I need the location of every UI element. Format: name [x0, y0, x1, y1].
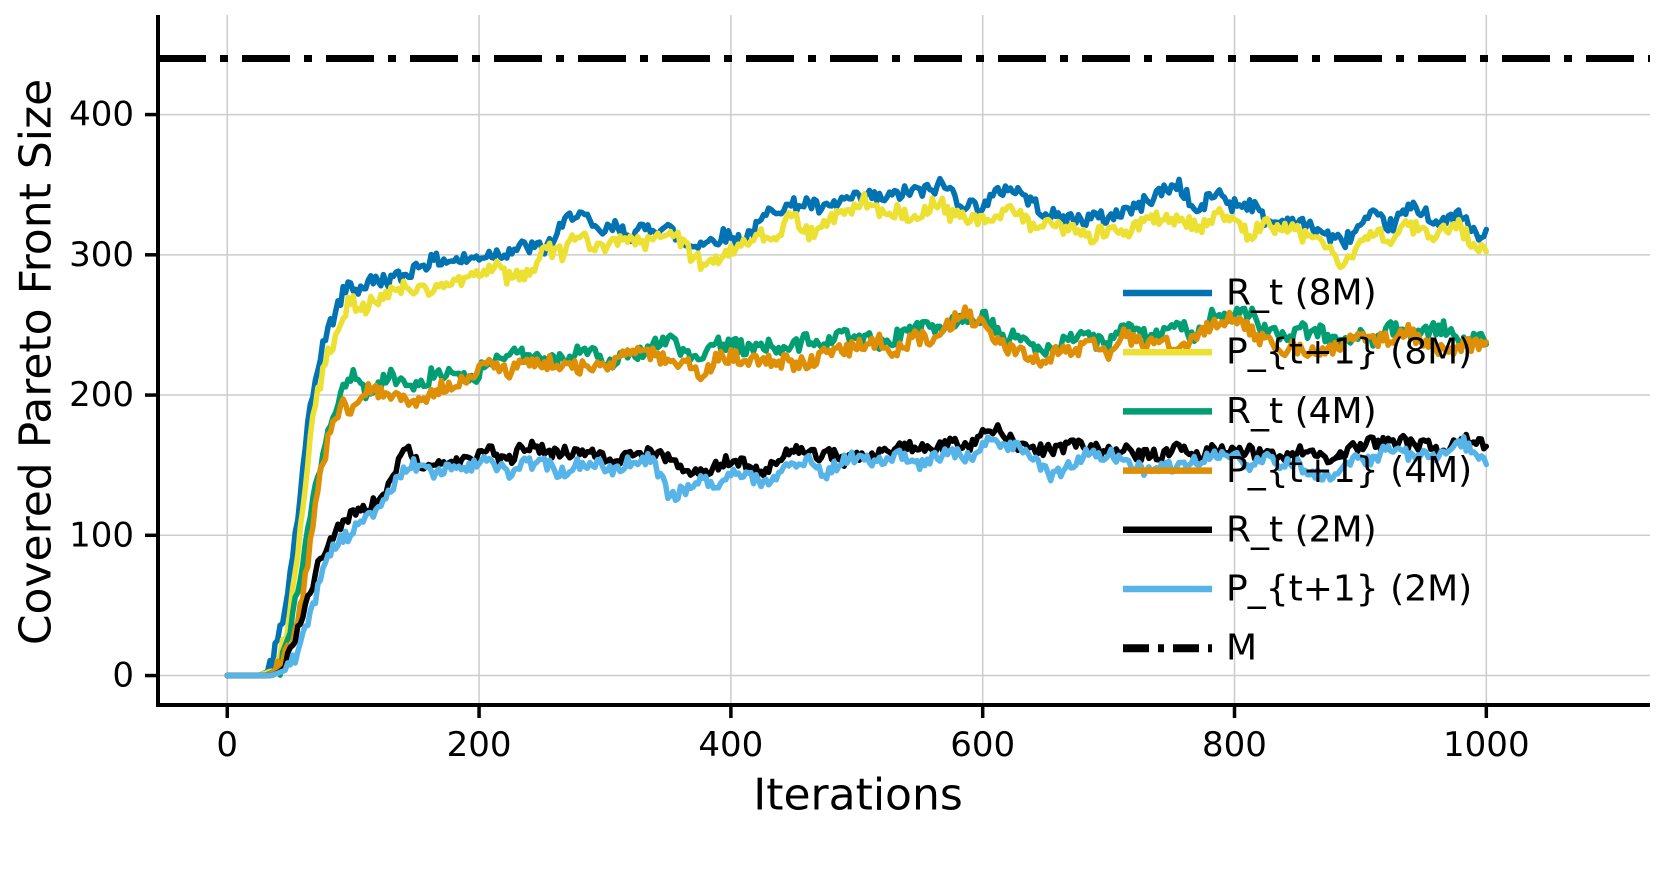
y-tick-label: 100	[69, 515, 134, 555]
x-tick-label: 1000	[1443, 725, 1530, 765]
y-tick-label: 300	[69, 235, 134, 275]
legend-label-m: M	[1226, 628, 1257, 669]
x-tick-label: 400	[698, 725, 763, 765]
legend-entry-r-t-4m: R_t (4M)	[1123, 391, 1377, 432]
legend-entry-m: M	[1123, 628, 1257, 669]
legend-label-p-t-1-2m: P_{t+1} (2M)	[1226, 569, 1472, 610]
legend-entry-p-t-1-8m: P_{t+1} (8M)	[1123, 332, 1472, 373]
x-tick-label: 0	[216, 725, 238, 765]
legend-label-r-t-2m: R_t (2M)	[1226, 509, 1377, 550]
legend-entry-p-t-1-4m: P_{t+1} (4M)	[1123, 450, 1472, 491]
x-axis-label: Iterations	[753, 769, 963, 821]
legend-entry-r-t-8m: R_t (8M)	[1123, 273, 1377, 314]
series-line-p-t-1-4m	[224, 304, 1490, 679]
grid	[158, 15, 1650, 705]
legend-entry-p-t-1-2m: P_{t+1} (2M)	[1123, 569, 1472, 610]
x-tick-label: 800	[1202, 725, 1267, 765]
legend-entry-r-t-2m: R_t (2M)	[1123, 509, 1377, 550]
legend-label-p-t-1-4m: P_{t+1} (4M)	[1226, 450, 1472, 491]
legend-label-p-t-1-8m: P_{t+1} (8M)	[1226, 332, 1472, 373]
series-lines	[158, 55, 1650, 679]
y-tick-label: 0	[112, 656, 134, 696]
legend-label-r-t-4m: R_t (4M)	[1226, 391, 1377, 432]
series-line-p-t-1-8m	[224, 191, 1490, 679]
series-line-p-t-1-2m	[224, 434, 1490, 679]
legend-label-r-t-8m: R_t (8M)	[1226, 273, 1377, 314]
x-tick-label: 600	[950, 725, 1015, 765]
y-axis-label: Covered Pareto Front Size	[10, 78, 62, 646]
series-line-r-t-2m	[224, 422, 1490, 679]
y-tick-label: 400	[69, 95, 134, 135]
x-tick-label: 200	[447, 725, 512, 765]
legend: R_t (8M) P_{t+1} (8M) R_t (4M) P_{t+1} (4M)…	[1123, 273, 1472, 669]
axes: 0 200 400 600 800 1000 0 100 200 300 400	[69, 15, 1650, 765]
y-tick-label: 200	[69, 375, 134, 415]
